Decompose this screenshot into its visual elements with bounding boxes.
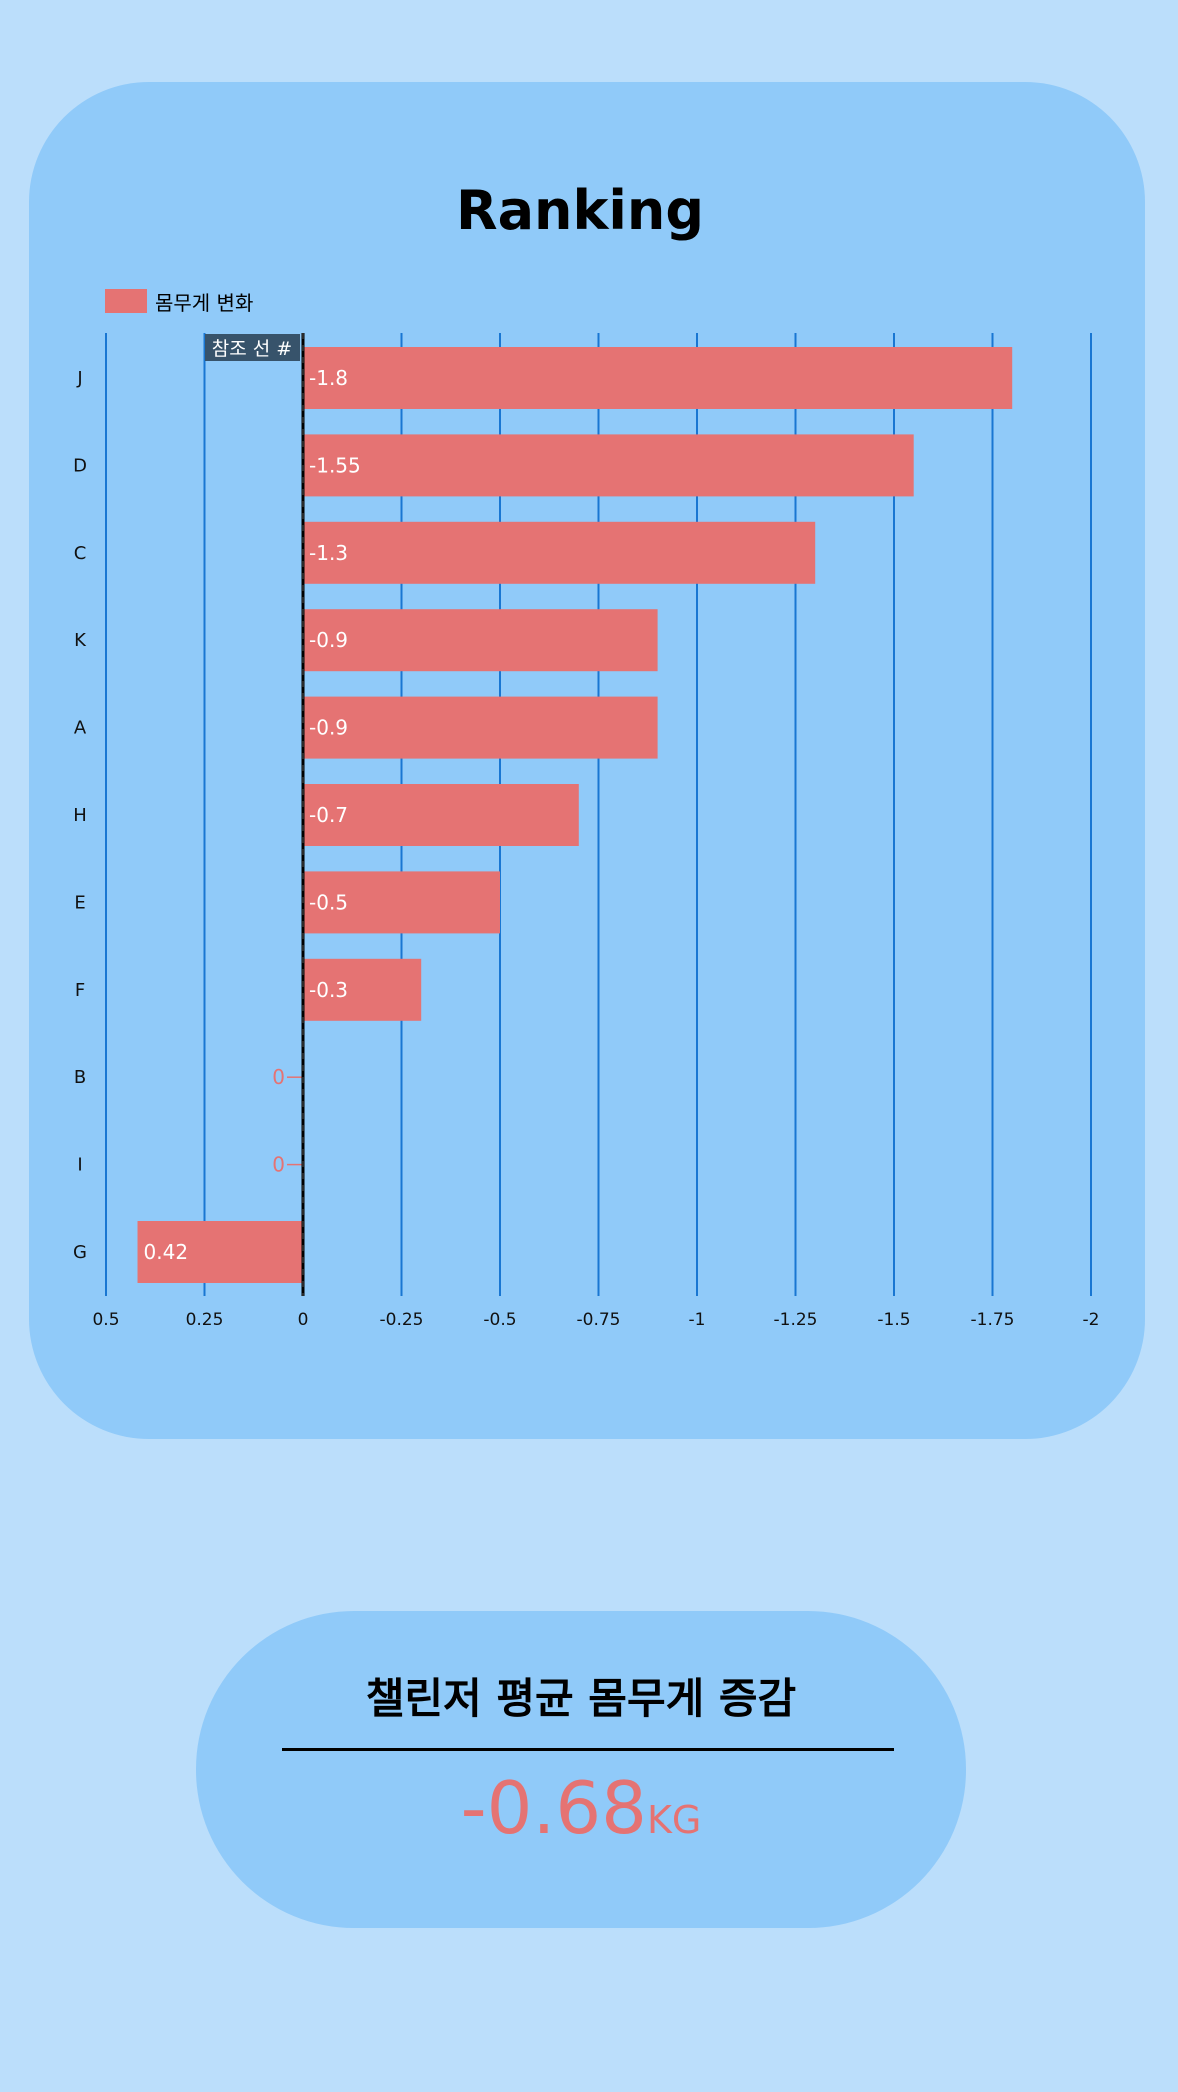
bar-value-label: 0 — [272, 1065, 285, 1089]
x-tick-label: -1.25 — [774, 1310, 818, 1330]
y-category-label: G — [73, 1242, 87, 1263]
bar-value-label: 0.42 — [144, 1240, 189, 1264]
reference-line-label-box — [205, 334, 300, 361]
y-category-label: C — [74, 543, 87, 564]
summary-unit: KG — [646, 1798, 702, 1842]
bar — [303, 696, 658, 759]
chart-legend: 몸무게 변화 — [105, 288, 254, 315]
summary-number: -0.68 — [460, 1766, 647, 1850]
reference-line-label: 참조 선 # — [212, 338, 292, 360]
x-tick-label: -2 — [1083, 1310, 1100, 1330]
bar-value-label: -1.55 — [309, 453, 361, 477]
bar-value-label: -1.3 — [309, 541, 348, 565]
bar — [303, 434, 914, 497]
bar-chart: 0.5 0.25 0 -0.25 -0.5 -0.75 -1 -1.25 -1.5 -1.75 -2… — [73, 333, 1100, 1330]
y-category-label: E — [74, 892, 85, 913]
bar — [303, 347, 1013, 409]
y-category-label: J — [76, 368, 82, 389]
y-category-label: F — [75, 980, 85, 1001]
bar — [303, 609, 658, 672]
bar — [303, 521, 816, 584]
x-tick-label: -0.75 — [577, 1310, 621, 1330]
y-category-label: H — [73, 805, 87, 826]
x-tick-label: 0 — [298, 1310, 309, 1330]
y-category-label: D — [73, 455, 87, 476]
legend-label: 몸무게 변화 — [155, 290, 254, 315]
x-tick-label: -0.25 — [380, 1310, 424, 1330]
y-category-label: B — [74, 1067, 86, 1088]
summary-value: -0.68KG — [196, 1763, 966, 1873]
bar — [303, 958, 422, 1021]
summary-divider — [282, 1748, 894, 1751]
y-category-label: I — [77, 1155, 82, 1176]
bar — [303, 784, 579, 846]
y-category-label: A — [74, 718, 87, 739]
bar-value-label: -1.8 — [309, 366, 348, 390]
summary-card: 챌린저 평균 몸무게 증감 -0.68KG — [196, 1611, 966, 1928]
x-tick-label: -0.5 — [483, 1310, 516, 1330]
bar-value-label: -0.7 — [309, 803, 348, 827]
chart-card — [29, 82, 1145, 1439]
summary-title: 챌린저 평균 몸무게 증감 — [365, 1674, 797, 1723]
bar-value-label: -0.9 — [309, 628, 348, 652]
x-tick-label: -1.5 — [877, 1310, 910, 1330]
y-category-label: K — [74, 630, 87, 651]
bar — [303, 871, 500, 934]
bar-value-label: -0.9 — [309, 716, 348, 740]
x-tick-label: -1 — [689, 1310, 706, 1330]
x-tick-label: 0.25 — [186, 1310, 224, 1330]
bar-value-label: -0.3 — [309, 978, 348, 1002]
bar-value-label: 0 — [272, 1153, 285, 1177]
x-tick-label: -1.75 — [971, 1310, 1015, 1330]
bar-value-label: -0.5 — [309, 890, 348, 914]
x-tick-label: 0.5 — [92, 1310, 119, 1330]
chart-title: Ranking — [456, 179, 704, 242]
legend-swatch — [105, 289, 147, 313]
bar — [137, 1221, 303, 1283]
